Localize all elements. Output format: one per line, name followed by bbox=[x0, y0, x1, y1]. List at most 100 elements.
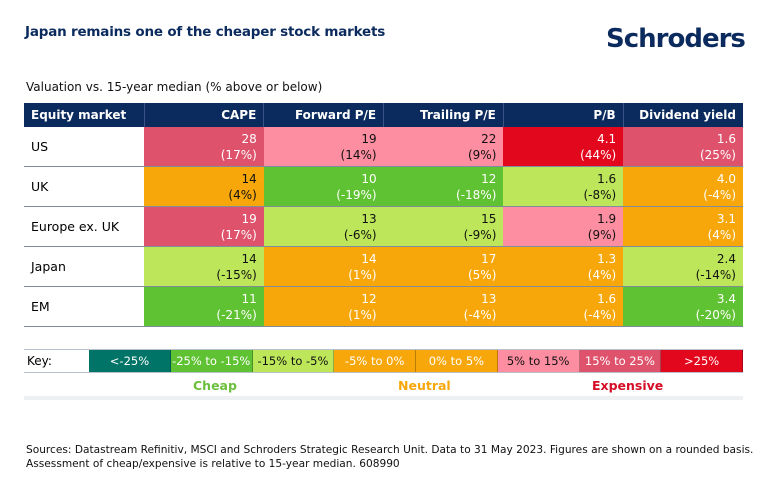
cell-value: 14 bbox=[241, 171, 257, 186]
cell-percent: (-6%) bbox=[343, 227, 377, 242]
cell-percent: (4%) bbox=[707, 227, 736, 242]
valuation-cell: 28 (17%) bbox=[144, 127, 264, 167]
cell-value: 13 bbox=[481, 291, 497, 306]
cell-percent: (-21%) bbox=[216, 307, 257, 322]
valuation-cell: 22 (9%) bbox=[383, 127, 504, 167]
cell-percent: (44%) bbox=[580, 147, 617, 162]
table-header-row: Equity market CAPE Forward P/E Trailing … bbox=[24, 103, 743, 127]
cell-percent: (-18%) bbox=[456, 187, 497, 202]
valuation-cell: 3.1 (4%) bbox=[623, 206, 743, 247]
key-swatch: 0% to 5% bbox=[416, 350, 498, 372]
valuation-cell: 12 (1%) bbox=[263, 286, 384, 327]
valuation-cell: 11 (-21%) bbox=[144, 286, 264, 327]
cell-value: 2.4 bbox=[716, 251, 736, 266]
column-header-dividend-yield: Dividend yield bbox=[623, 103, 743, 127]
valuation-cell: 1.9 (9%) bbox=[503, 206, 624, 247]
cell-percent: (4%) bbox=[228, 187, 257, 202]
cell-value: 4.1 bbox=[597, 131, 617, 146]
source-line-1: Sources: Datastream Refinitiv, MSCI and … bbox=[26, 444, 754, 456]
valuation-cell: 12 (-18%) bbox=[383, 166, 504, 207]
category-neutral-label: Neutral bbox=[398, 378, 451, 393]
cell-value: 15 bbox=[481, 211, 497, 226]
cell-percent: (-15%) bbox=[216, 267, 257, 282]
cell-percent: (1%) bbox=[348, 267, 377, 282]
cell-percent: (9%) bbox=[467, 147, 497, 162]
valuation-cell: 1.6 (-8%) bbox=[503, 166, 624, 207]
column-header-pb: P/B bbox=[503, 103, 624, 127]
key-label: Key: bbox=[24, 350, 90, 372]
cell-value: 3.4 bbox=[716, 291, 736, 306]
cell-percent: (-4%) bbox=[463, 307, 497, 322]
cell-value: 1.3 bbox=[597, 251, 617, 266]
cell-percent: (17%) bbox=[220, 227, 257, 242]
table-row: EM 11 (-21%) 12 (1%) 13 (-4%) 1.6 (-4%) 3.4 (-20%) bbox=[24, 286, 743, 327]
valuation-cell: 14 (1%) bbox=[263, 246, 384, 287]
cell-percent: (-4%) bbox=[703, 187, 736, 202]
valuation-cell: 1.3 (4%) bbox=[503, 246, 624, 287]
table-row: Europe ex. UK 19 (17%) 13 (-6%) 15 (-9%) 1.9 (9%… bbox=[24, 206, 743, 247]
valuation-cell: 14 (-15%) bbox=[144, 246, 264, 287]
cell-value: 19 bbox=[241, 211, 257, 226]
market-name: UK bbox=[24, 166, 144, 207]
cell-value: 1.6 bbox=[597, 171, 617, 186]
cell-percent: (14%) bbox=[340, 147, 377, 162]
valuation-cell: 4.0 (-4%) bbox=[623, 166, 743, 207]
key-swatch: -25% to -15% bbox=[170, 350, 253, 372]
source-note: Sources: Datastream Refinitiv, MSCI and … bbox=[26, 443, 756, 471]
cell-value: 12 bbox=[481, 171, 497, 186]
key-swatch: <-25% bbox=[89, 350, 171, 372]
cell-percent: (1%) bbox=[348, 307, 377, 322]
cell-value: 14 bbox=[241, 251, 257, 266]
valuation-cell: 1.6 (-4%) bbox=[503, 286, 624, 327]
column-header-forward-pe: Forward P/E bbox=[263, 103, 385, 127]
cell-percent: (-9%) bbox=[463, 227, 497, 242]
column-header-equity-market: Equity market bbox=[24, 103, 145, 127]
key-swatch: >25% bbox=[661, 350, 743, 372]
valuation-cell: 17 (5%) bbox=[383, 246, 504, 287]
cell-value: 1.6 bbox=[716, 131, 736, 146]
table-row: UK 14 (4%) 10 (-19%) 12 (-18%) 1.6 (-8%) 4.0 (-4%) bbox=[24, 166, 743, 207]
cell-value: 11 bbox=[241, 291, 257, 306]
valuation-cell: 2.4 (-14%) bbox=[623, 246, 743, 287]
cell-percent: (-20%) bbox=[695, 307, 736, 322]
cell-percent: (5%) bbox=[467, 267, 497, 282]
table-row: Japan 14 (-15%) 14 (1%) 17 (5%) 1.3 (4%) 2.4 (-14%… bbox=[24, 246, 743, 287]
cell-percent: (25%) bbox=[699, 147, 736, 162]
column-header-trailing-pe: Trailing P/E bbox=[383, 103, 504, 127]
cell-value: 10 bbox=[361, 171, 377, 186]
key-swatch: 15% to 25% bbox=[579, 350, 662, 372]
cell-value: 3.1 bbox=[716, 211, 736, 226]
valuation-table: Equity market CAPE Forward P/E Trailing … bbox=[24, 103, 743, 327]
valuation-cell: 4.1 (44%) bbox=[503, 127, 624, 167]
valuation-cell: 14 (4%) bbox=[144, 166, 264, 207]
category-expensive-label: Expensive bbox=[592, 378, 664, 393]
column-header-cape: CAPE bbox=[144, 103, 265, 127]
valuation-cell: 10 (-19%) bbox=[263, 166, 384, 207]
cell-value: 1.9 bbox=[597, 211, 617, 226]
cell-value: 22 bbox=[481, 131, 497, 146]
valuation-cell: 1.6 (25%) bbox=[623, 127, 743, 167]
market-name: EM bbox=[24, 286, 144, 327]
valuation-cell: 19 (17%) bbox=[144, 206, 264, 247]
cell-percent: (-4%) bbox=[583, 307, 617, 322]
valuation-cell: 13 (-6%) bbox=[263, 206, 384, 247]
source-line-2: Assessment of cheap/expensive is relativ… bbox=[26, 458, 400, 470]
cell-percent: (9%) bbox=[587, 227, 617, 242]
key-swatch: -15% to -5% bbox=[252, 350, 335, 372]
cell-value: 14 bbox=[361, 251, 377, 266]
cell-value: 4.0 bbox=[716, 171, 736, 186]
valuation-cell: 15 (-9%) bbox=[383, 206, 504, 247]
color-key: Key: <-25% -25% to -15% -15% to -5% -5% to … bbox=[24, 349, 743, 373]
market-name: Japan bbox=[24, 246, 144, 287]
cell-value: 28 bbox=[241, 131, 257, 146]
cell-percent: (-19%) bbox=[336, 187, 377, 202]
key-swatch: -5% to 0% bbox=[334, 350, 417, 372]
valuation-cell: 3.4 (-20%) bbox=[623, 286, 743, 327]
cell-value: 12 bbox=[361, 291, 377, 306]
cell-value: 1.6 bbox=[597, 291, 617, 306]
cell-percent: (4%) bbox=[587, 267, 617, 282]
market-name: US bbox=[24, 127, 144, 167]
cell-value: 13 bbox=[361, 211, 377, 226]
key-swatch: 5% to 15% bbox=[497, 350, 580, 372]
category-cheap-label: Cheap bbox=[193, 378, 237, 393]
